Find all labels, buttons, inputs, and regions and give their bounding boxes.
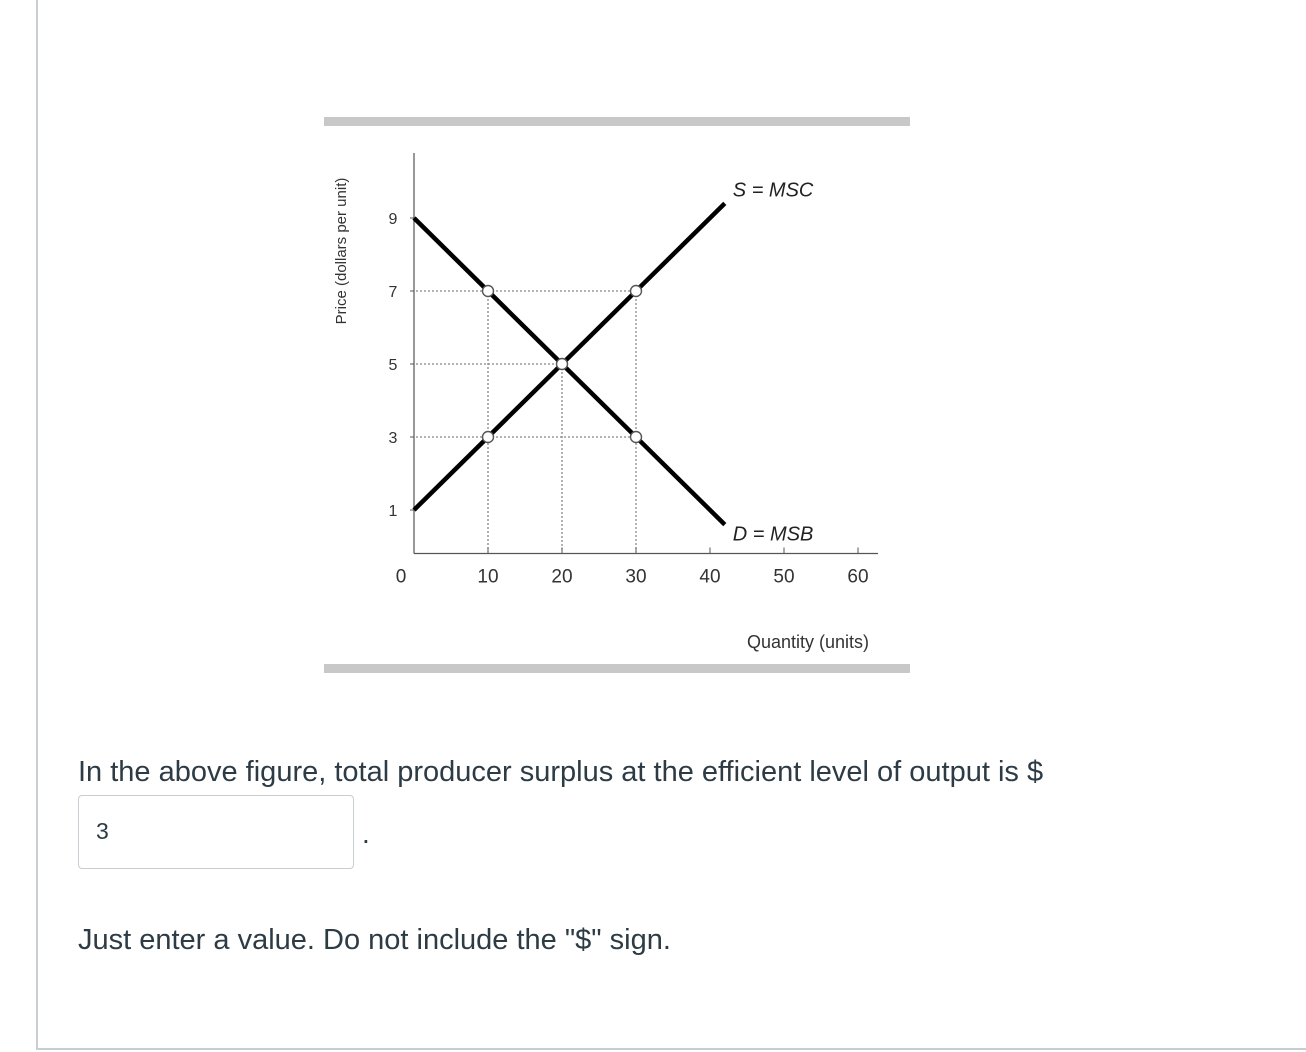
question-panel — [36, 0, 1306, 1050]
intersection-point — [629, 430, 643, 444]
x-tick-label: 40 — [699, 567, 720, 588]
instruction-note: Just enter a value. Do not include the "… — [78, 924, 671, 956]
intersection-point — [481, 430, 495, 444]
x-tick-label: 50 — [773, 567, 794, 588]
x-tick-label: 60 — [847, 567, 868, 588]
intersection-point — [481, 284, 495, 298]
figure-top-bar — [324, 117, 910, 126]
demand-curve-line — [412, 216, 727, 527]
y-tick-label: 9 — [389, 211, 398, 228]
y-tick-label: 5 — [389, 357, 398, 374]
x-axis-label: Quantity (units) — [747, 632, 869, 652]
intersection-point — [555, 357, 569, 371]
y-tick-label: 3 — [389, 430, 398, 447]
economics-figure: 0 10 20 30 40 50 60 1 3 5 7 9 S = MSC D = MSB Price (… — [324, 117, 910, 673]
supply-curve-line — [412, 201, 727, 512]
answer-input-value[interactable]: 3 — [96, 818, 109, 844]
x-tick-label: 0 — [396, 567, 407, 588]
x-tick-label: 30 — [625, 567, 646, 588]
supply-curve-label: S = MSC — [733, 179, 814, 201]
y-tick-label: 7 — [389, 284, 398, 301]
question-text: In the above figure, total producer surp… — [78, 756, 1044, 788]
intersection-point — [629, 284, 643, 298]
figure-bottom-bar — [324, 664, 910, 673]
x-tick-label: 20 — [551, 567, 572, 588]
y-axis-label: Price (dollars per unit) — [333, 178, 350, 325]
y-tick-label: 1 — [389, 503, 398, 520]
demand-curve-label: D = MSB — [733, 524, 814, 546]
x-tick-label: 10 — [477, 567, 498, 588]
supply-demand-chart: 0 10 20 30 40 50 60 1 3 5 7 9 S = MSC D = MSB Price (… — [324, 117, 910, 673]
answer-input[interactable]: 3 — [78, 795, 354, 869]
trailing-period: . — [362, 818, 370, 849]
